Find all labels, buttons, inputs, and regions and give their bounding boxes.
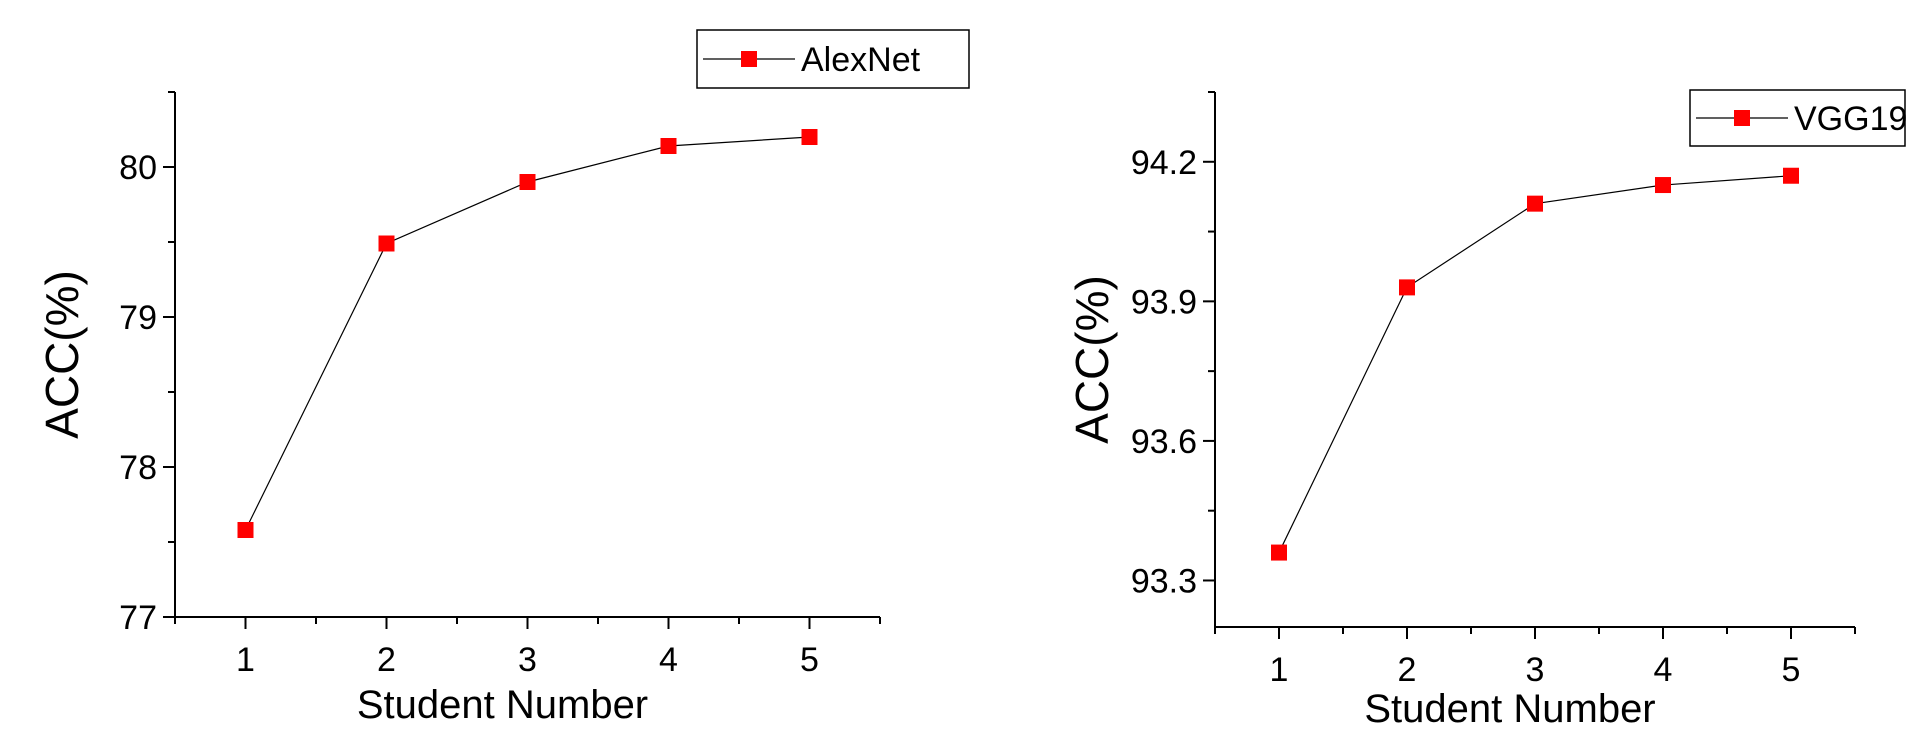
x-tick-label: 4: [1654, 651, 1673, 689]
y-tick-label: 80: [119, 149, 157, 187]
data-point-marker: [660, 138, 677, 154]
x-tick-label: 3: [518, 641, 537, 679]
data-point-marker: [1655, 177, 1671, 194]
x-tick-label: 1: [236, 641, 255, 679]
y-tick-label: 79: [119, 299, 157, 337]
y-tick-label: 94.2: [1131, 144, 1197, 182]
x-tick-label: 4: [659, 641, 678, 679]
y-axis-title: ACC(%): [36, 270, 88, 439]
legend-label: VGG19: [1794, 100, 1907, 138]
x-tick-label: 5: [1782, 651, 1801, 689]
legend: VGG19: [1689, 89, 1907, 147]
y-tick-label: 93.6: [1131, 423, 1197, 461]
x-tick-label: 3: [1526, 651, 1545, 689]
x-axis-title: Student Number: [357, 683, 648, 727]
y-axis-title: ACC(%): [1066, 275, 1118, 444]
legend-marker: [741, 51, 757, 67]
x-tick-label: 5: [800, 641, 819, 679]
legend-label: AlexNet: [801, 41, 921, 79]
data-point-marker: [237, 522, 254, 538]
alexnet-chart: 1 2 3 4 5 77 78 79 80 Student Number ACC(%) AlexNet: [36, 29, 970, 727]
data-point-marker: [801, 129, 818, 145]
data-point-marker: [1527, 195, 1543, 212]
series-line: [244, 136, 810, 531]
y-tick-label: 78: [119, 449, 157, 487]
data-point-marker: [1399, 279, 1415, 296]
y-tick-label: 93.9: [1131, 283, 1197, 321]
x-axis-title: Student Number: [1364, 687, 1655, 731]
y-tick-label: 93.3: [1131, 562, 1197, 600]
data-point-marker: [1271, 544, 1287, 561]
series-line: [1278, 175, 1792, 553]
data-point-marker: [519, 174, 536, 190]
y-tick-label: 77: [119, 599, 157, 637]
data-point-marker: [378, 235, 395, 252]
x-tick-label: 2: [377, 641, 396, 679]
x-tick-label: 2: [1398, 651, 1417, 689]
data-point-marker: [1783, 167, 1799, 184]
x-tick-label: 1: [1270, 651, 1289, 689]
vgg19-chart: 1 2 3 4 5 93.3 93.6 93.9 94.2 Student Number ACC(%…: [1066, 89, 1907, 731]
legend: AlexNet: [696, 29, 970, 89]
legend-marker: [1734, 110, 1750, 126]
